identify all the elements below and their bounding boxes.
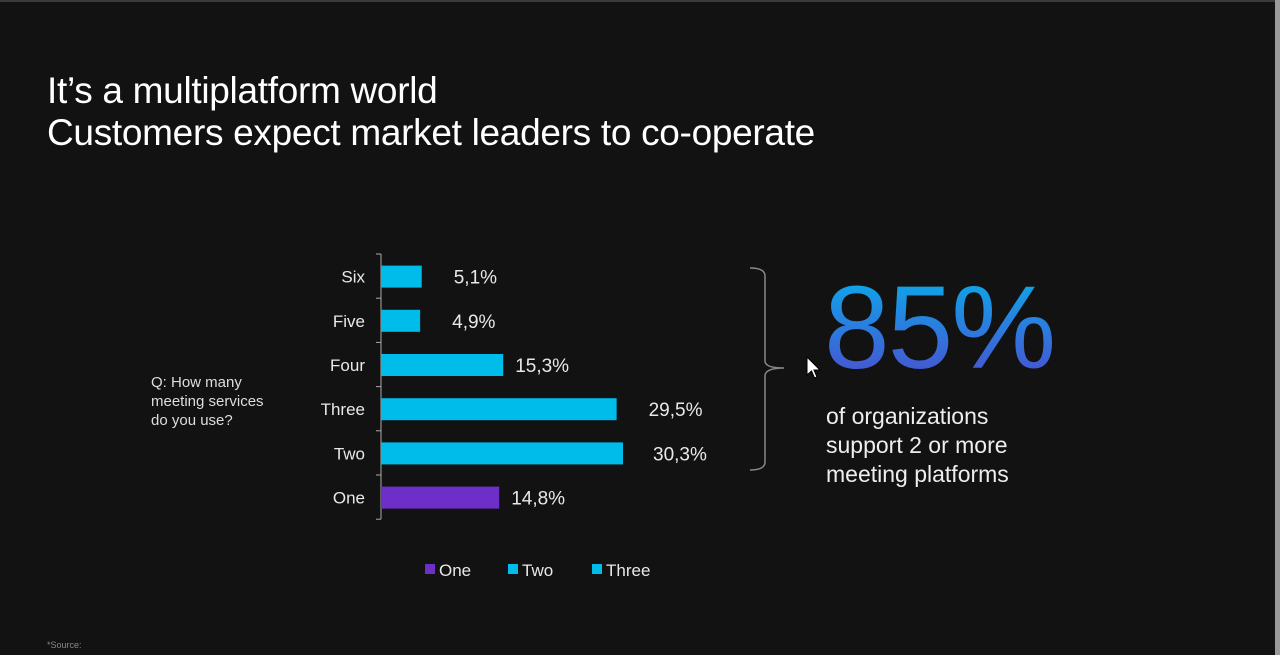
bar-five [381,309,421,332]
data-label: 5,1% [454,268,497,289]
data-label: 4,9% [452,312,495,333]
data-label: 14,8% [511,489,565,510]
stat-line: of organizations [826,403,989,429]
legend-swatch-one [425,564,435,574]
top-border [0,0,1280,2]
legend-label: One [439,561,471,580]
bar-three [381,398,617,421]
category-label: Four [330,356,365,375]
mouse-cursor-icon [806,356,822,379]
stat-line: meeting platforms [826,461,1009,487]
category-label: One [333,489,365,508]
legend-swatch-three [592,564,602,574]
window-edge [1275,0,1280,655]
headline-stat: 85% [824,262,1056,394]
bar-four [381,354,504,376]
survey-question: Q: How many meeting services do you use? [151,373,264,430]
bracket [749,267,785,471]
legend-swatch-two [508,564,518,574]
category-label: Six [341,268,365,287]
question-line: meeting services [151,393,264,410]
title-line-1: It’s a multiplatform world [47,70,438,111]
question-line: Q: How many [151,374,242,391]
category-label: Three [321,400,365,419]
bar-one [381,486,500,509]
bar-six [381,265,422,288]
stat-description: of organizations support 2 or more meeti… [826,402,1009,489]
title-line-2: Customers expect market leaders to co-op… [47,112,815,153]
category-label: Two [334,444,365,463]
data-label: 30,3% [653,444,707,465]
data-label: 15,3% [515,356,569,377]
data-label: 29,5% [649,400,703,421]
source-note: *Source: [47,640,82,650]
legend-label: Three [606,561,650,580]
slide-title: It’s a multiplatform world Customers exp… [47,70,815,154]
stat-line: support 2 or more [826,432,1008,458]
category-label: Five [333,312,365,331]
question-line: do you use? [151,412,233,429]
bar-two [381,442,623,465]
legend-label: Two [522,561,553,580]
